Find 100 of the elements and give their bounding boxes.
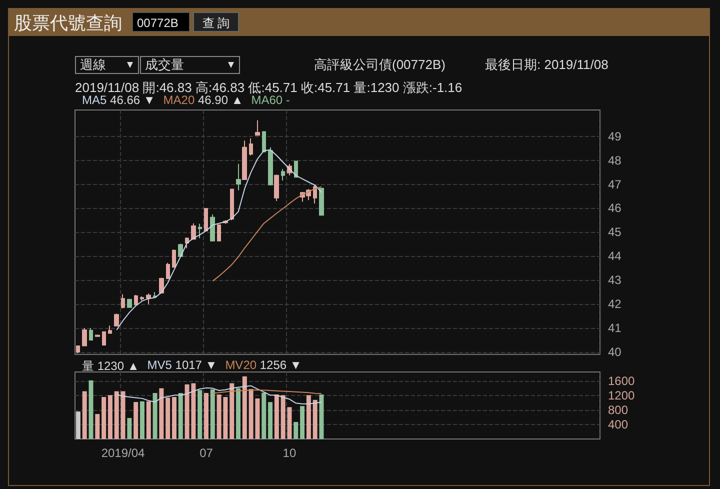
y-tick-label: 48	[608, 153, 622, 168]
text: 高評級公司債(00772B)	[314, 56, 446, 74]
candlestick	[191, 222, 196, 240]
bar	[236, 388, 241, 439]
candlestick	[204, 208, 208, 232]
bar	[300, 406, 305, 439]
bar	[95, 414, 100, 439]
candlestick	[262, 131, 266, 153]
candlestick	[153, 292, 157, 298]
bar	[319, 394, 324, 439]
text: MA5	[82, 93, 107, 107]
bar	[204, 393, 208, 439]
dropdown: 週線	[75, 56, 139, 74]
bar	[210, 389, 215, 439]
candlestick	[108, 325, 112, 334]
y-tick-label: 1600	[608, 374, 636, 388]
candlestick	[127, 298, 132, 308]
bar	[88, 380, 94, 439]
candlestick	[82, 328, 87, 346]
bar	[312, 400, 318, 439]
candlestick	[172, 248, 176, 268]
candlestick	[146, 293, 151, 305]
candlestick	[178, 243, 183, 258]
y-tick-label: 400	[608, 418, 628, 432]
y-tick-label: 43	[608, 273, 622, 288]
series-label: MV5	[147, 358, 172, 372]
y-tick-label: 1200	[608, 388, 636, 403]
y-tick-label: 44	[608, 249, 622, 264]
candlestick	[268, 146, 273, 186]
series-label: 量	[82, 359, 94, 373]
bar	[114, 391, 119, 439]
line-series	[116, 149, 322, 330]
bar	[134, 402, 138, 439]
bar	[198, 390, 202, 439]
line-series	[116, 385, 322, 404]
y-tick-label: 47	[608, 177, 622, 192]
text: 最後日期: 2019/11/08	[485, 56, 608, 74]
x-tick-label: 10	[282, 446, 296, 460]
bar	[230, 383, 234, 439]
bar	[294, 422, 298, 439]
bar	[76, 411, 80, 439]
text: MA60 -	[251, 93, 290, 107]
search-button: 查 詢	[193, 12, 239, 32]
y-tick-label: 45	[608, 225, 622, 240]
text-field: 00772B	[132, 12, 190, 32]
bar	[140, 401, 144, 439]
bar	[159, 388, 164, 439]
candlestick	[230, 188, 234, 221]
series-label: MV20	[225, 358, 257, 372]
candlestick	[210, 214, 215, 242]
candlestick	[95, 334, 100, 338]
candlestick	[102, 330, 106, 346]
line-series	[212, 186, 322, 282]
candlestick	[140, 296, 144, 301]
bar	[274, 394, 279, 439]
bar	[82, 391, 87, 439]
candlestick	[319, 188, 324, 216]
y-tick-label: 41	[608, 321, 622, 336]
candlestick	[236, 163, 241, 191]
candlestick	[121, 294, 125, 309]
chart-title: 股票代號查詢	[14, 12, 122, 35]
candlestick	[274, 174, 279, 202]
y-tick-label: 42	[608, 297, 622, 312]
text: MA20	[163, 93, 195, 107]
text: 46.90 ▲	[198, 93, 244, 107]
annotation: 1230 ▲	[96, 359, 140, 373]
y-tick-label: 40	[608, 345, 622, 359]
candlestick	[185, 236, 189, 249]
candlestick	[159, 277, 164, 294]
bar	[178, 393, 183, 439]
y-tick-label: 800	[608, 403, 628, 418]
candlestick	[198, 223, 202, 239]
bar	[166, 398, 170, 439]
candlestick	[313, 184, 317, 204]
bar	[108, 395, 112, 439]
bar	[172, 396, 176, 439]
candlestick	[166, 262, 170, 280]
candlestick	[217, 224, 221, 242]
bar	[152, 393, 158, 439]
dropdown: 成交量	[140, 56, 240, 74]
candlestick	[242, 140, 247, 180]
candlestick	[134, 294, 138, 306]
bar	[127, 418, 132, 439]
bar	[242, 376, 247, 439]
text: 1256 ▼	[258, 358, 302, 372]
text: 1017 ▼	[174, 358, 218, 372]
bar	[306, 395, 311, 439]
candlestick	[294, 160, 298, 178]
candlestick	[114, 313, 119, 327]
bar	[102, 396, 106, 439]
text: 2019/11/08 開:46.83 高:46.83 低:45.71 收:45.71 量:1230 漲跌:-1.16	[75, 79, 462, 96]
candlestick	[281, 168, 285, 181]
text: 46.66 ▼	[109, 93, 156, 107]
y-tick-label: 49	[608, 129, 622, 144]
bar	[146, 401, 151, 439]
bar	[268, 402, 273, 439]
x-tick-label: 07	[200, 446, 214, 460]
candlestick	[249, 138, 253, 156]
bar	[262, 392, 266, 439]
y-tick-label: 46	[608, 201, 622, 216]
